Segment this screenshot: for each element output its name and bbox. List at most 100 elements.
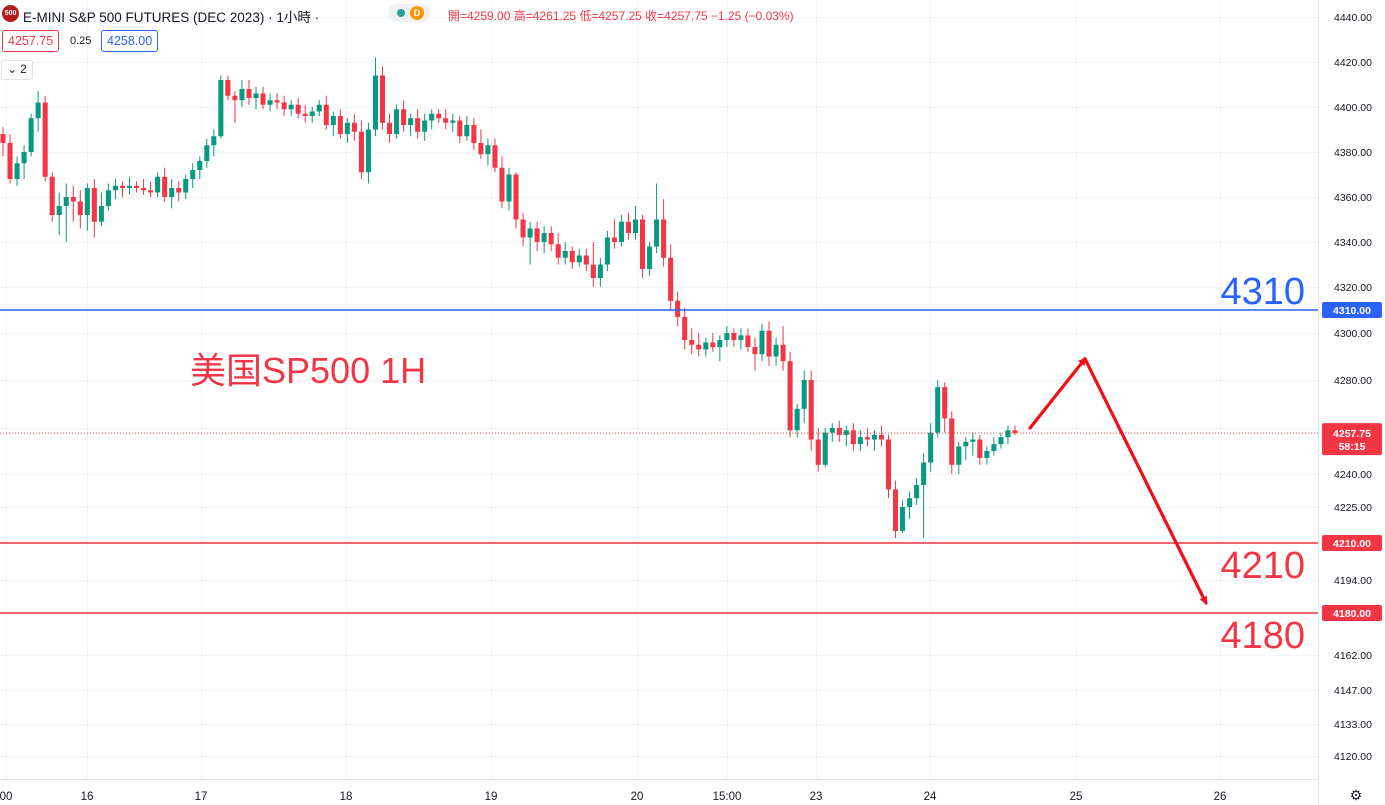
candle — [0, 127, 6, 157]
bar-countdown: 58:15 — [1339, 441, 1366, 453]
candle-body — [309, 111, 315, 116]
symbol-title[interactable]: E-MINI S&P 500 FUTURES (DEC 2023) · 1小時 … — [23, 10, 320, 25]
candle-body — [689, 340, 695, 345]
candle-body — [914, 485, 920, 499]
candle-body — [836, 428, 842, 435]
candle-body — [639, 219, 646, 269]
level-label-4180: 4180 — [1220, 615, 1305, 657]
gear-icon[interactable]: ⚙ — [1349, 787, 1363, 803]
candle-body — [745, 335, 751, 348]
candle — [942, 382, 948, 433]
candle — [766, 321, 772, 366]
candle-body — [450, 120, 456, 123]
candle-body — [267, 100, 273, 105]
candle-body — [239, 89, 245, 101]
forecast-segment — [1083, 357, 1208, 605]
candle-body — [928, 432, 934, 463]
candle — [197, 156, 203, 179]
candle-body — [794, 408, 800, 431]
candle-body — [197, 161, 203, 170]
candle — [1005, 425, 1011, 445]
candle-body — [597, 264, 603, 278]
candle — [682, 307, 688, 350]
candle-body — [921, 462, 927, 485]
price-tick-label: 4300.00 — [1334, 328, 1372, 340]
candle — [7, 134, 13, 184]
candle — [871, 430, 877, 451]
candle — [759, 323, 765, 362]
candle-body — [822, 432, 828, 465]
price-tick-label: 4420.00 — [1334, 57, 1372, 69]
candle — [661, 199, 667, 267]
candle — [639, 215, 646, 278]
candle-body — [14, 163, 20, 179]
candle-body — [133, 185, 140, 188]
time-axis[interactable]: 00 16 17 18 19 20 15:00 23 24 25 26 — [0, 791, 1226, 803]
candle — [190, 163, 196, 188]
time-tick-label: 26 — [1214, 791, 1227, 803]
price-axis[interactable]: 4440.00 4420.00 4400.00 4380.00 4360.00 4340.… — [1334, 12, 1372, 763]
candle-body — [675, 300, 681, 317]
candle — [133, 181, 140, 193]
candle — [843, 425, 849, 447]
level-axis-tag — [1322, 605, 1382, 621]
candle-body — [520, 219, 526, 238]
candle-body — [878, 434, 885, 440]
candle — [850, 423, 856, 451]
candle-body — [119, 185, 126, 188]
candle — [239, 80, 245, 107]
candle — [471, 118, 477, 150]
candle-body — [105, 190, 111, 206]
candle — [478, 129, 484, 159]
candle — [977, 434, 983, 465]
chart-annotation[interactable]: 美国SP500 1H — [190, 350, 426, 391]
candle-body — [668, 257, 674, 301]
buy-price-button[interactable]: 4258.00 — [101, 30, 159, 52]
candle-body — [260, 93, 266, 105]
candle-body — [232, 95, 238, 101]
candle — [590, 242, 596, 287]
candle — [984, 446, 990, 465]
candle-body — [738, 335, 744, 341]
candle-body — [379, 75, 386, 123]
candle-body — [0, 134, 6, 143]
level-label-4210: 4210 — [1220, 545, 1305, 587]
candle-body — [984, 451, 990, 458]
candle — [513, 172, 519, 229]
candle-body — [211, 136, 217, 146]
candle-body — [35, 102, 41, 119]
candle-body — [576, 255, 582, 263]
price-tick-label: 4147.00 — [1334, 685, 1372, 697]
candle — [864, 428, 870, 447]
forecast-arrow[interactable] — [1028, 357, 1208, 605]
candle — [970, 432, 976, 456]
last-price-tag — [1322, 423, 1382, 456]
candle-body — [330, 116, 336, 125]
candle-body — [394, 109, 400, 134]
candle — [295, 98, 301, 119]
candle-body — [766, 330, 772, 357]
market-status[interactable]: D — [388, 4, 430, 22]
candle — [35, 91, 41, 132]
indicators-toggle-button[interactable]: ⌄ 2 — [1, 60, 33, 80]
forecast-segment — [1028, 357, 1087, 430]
candle — [963, 437, 969, 461]
candle-body — [372, 75, 379, 130]
candle — [548, 226, 554, 251]
candle-body — [808, 380, 814, 440]
candle-body — [787, 361, 793, 431]
candle-body — [569, 251, 575, 263]
sell-price-button[interactable]: 4257.75 — [2, 30, 60, 52]
candle-body — [534, 228, 540, 242]
candle-body — [457, 120, 463, 137]
horizontal-levels[interactable]: 4310 4210 4180 — [0, 271, 1318, 657]
candle — [752, 337, 758, 371]
price-tick-label: 4120.00 — [1334, 751, 1372, 763]
candle — [794, 404, 800, 438]
candle-body — [429, 113, 435, 121]
candle — [647, 242, 653, 276]
candle-body — [682, 316, 688, 341]
level-axis-tag — [1322, 302, 1382, 318]
candle-body — [358, 131, 364, 173]
